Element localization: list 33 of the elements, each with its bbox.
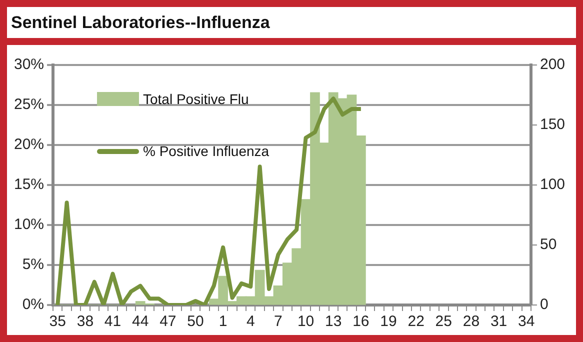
y-tick-label: 0% [22,296,44,314]
y-tick-label: 10% [14,216,44,234]
x-tick-label: 44 [132,313,149,330]
x-tick-label: 1 [218,313,228,330]
x-tick-label: 41 [104,313,122,330]
x-tick-label: 50 [187,313,204,330]
chart-title: Sentinel Laboratories--Influenza [7,7,576,45]
legend-label: % Positive Influenza [143,142,270,160]
y2-tick-label: 100 [540,176,566,194]
x-tick-label: 25 [435,313,452,330]
x-tick-label: 4 [246,313,255,330]
x-tick-label: 22 [408,313,424,330]
x-tick-label: 7 [274,313,282,330]
legend-label: Total Positive Flu [143,90,249,108]
x-tick-label: 38 [76,313,94,330]
x-tick-label: 13 [325,313,342,330]
y2-tick-label: 150 [540,116,566,134]
y2-tick-label: 50 [540,236,557,254]
y-tick-label: 15% [14,176,44,194]
x-tick-label: 19 [380,313,397,330]
y2-tick-label: 0 [540,296,548,314]
y2-tick-label: 200 [540,56,566,74]
x-tick-label: 31 [490,313,508,330]
y-tick-label: 5% [22,256,44,274]
x-tick-label: 47 [160,313,176,330]
x-tick-label: 28 [462,313,480,330]
x-tick-label: 34 [518,313,535,330]
x-tick-label: 16 [352,313,370,330]
x-tick-label: 35 [49,313,66,330]
x-tick-label: 10 [297,313,314,330]
y-tick-label: 25% [14,96,44,114]
y-tick-label: 20% [14,136,44,154]
y-tick-label: 30% [14,56,44,74]
